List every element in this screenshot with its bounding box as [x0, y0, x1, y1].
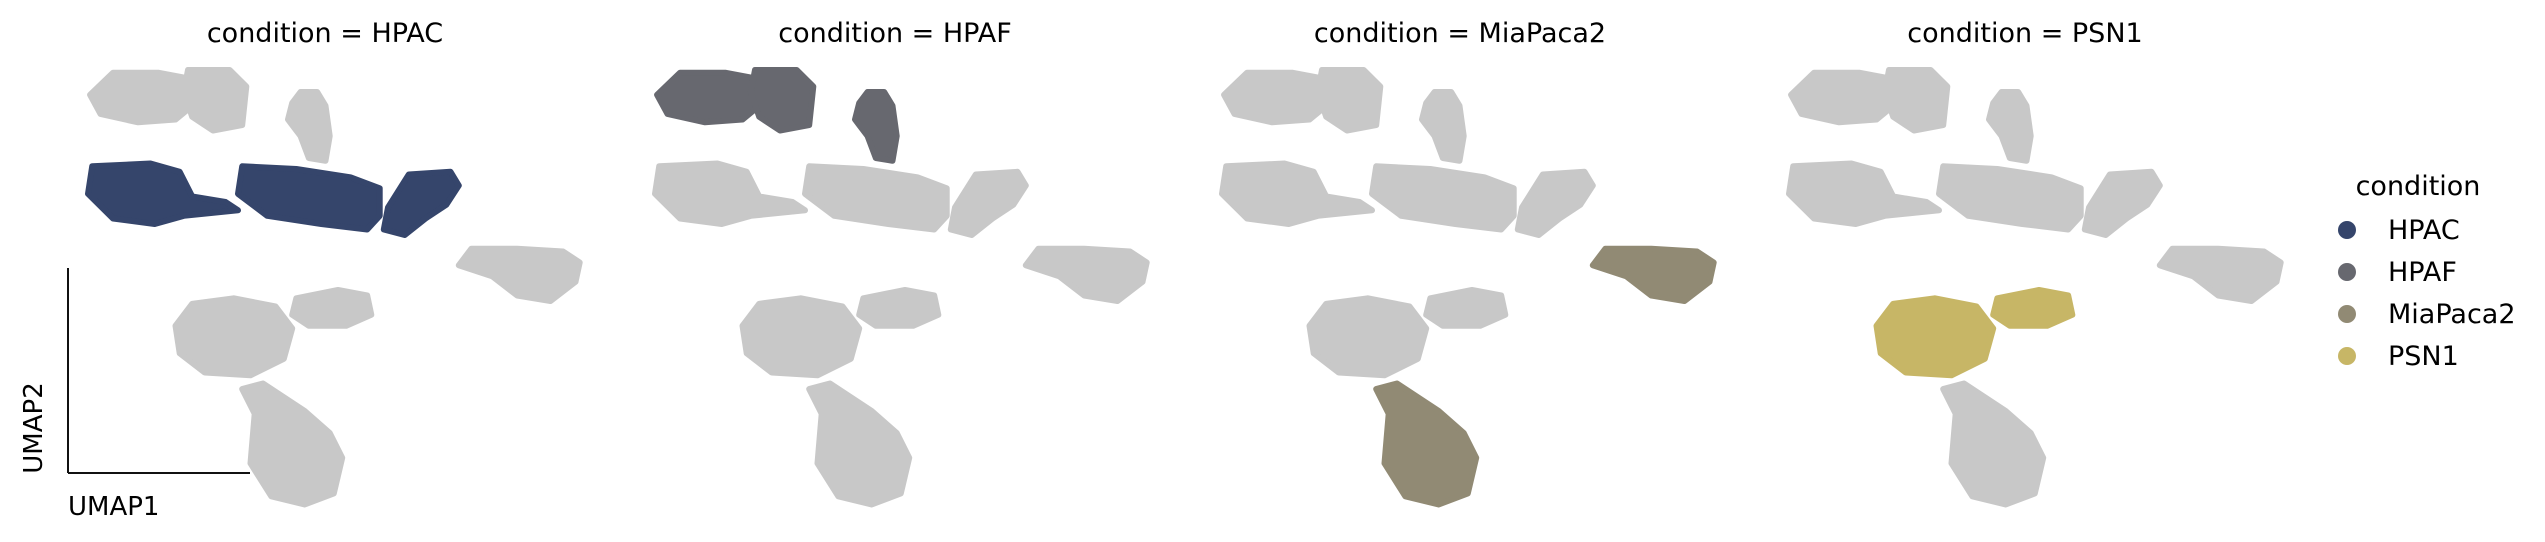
- cluster-c3-background: [1419, 89, 1467, 164]
- legend-marker-hpaf: [2338, 263, 2356, 281]
- legend-label-psn1: PSN1: [2388, 341, 2459, 372]
- cluster-c6-background: [2081, 168, 2163, 238]
- cluster-c7-background: [1022, 245, 1150, 304]
- cluster-c8-highlighted: [1873, 295, 1997, 379]
- cluster-c7-background: [2156, 245, 2284, 304]
- cluster-c10-background: [1940, 380, 2047, 508]
- cluster-c9-background: [1423, 287, 1509, 329]
- cluster-c1-highlighted: [654, 69, 763, 126]
- legend: condition HPAC HPAF MiaPaca2 PSN1: [2338, 171, 2516, 372]
- legend-marker-miapaca2: [2338, 305, 2356, 323]
- cluster-c4-background: [652, 160, 808, 227]
- cluster-c1-background: [1221, 69, 1330, 126]
- cluster-c4-highlighted: [85, 160, 241, 227]
- cluster-c6-highlighted: [380, 168, 462, 238]
- cluster-c1-background: [1788, 69, 1897, 126]
- y-axis-label: UMAP2: [19, 382, 49, 473]
- legend-marker-hpac: [2338, 221, 2356, 239]
- cluster-c10-highlighted: [1373, 380, 1480, 508]
- cluster-c1-background: [87, 69, 196, 126]
- panel-title: condition = MiaPaca2: [1314, 18, 1606, 49]
- legend-label-hpaf: HPAF: [2388, 257, 2457, 288]
- x-axis-label: UMAP1: [68, 492, 159, 522]
- legend-label-hpac: HPAC: [2388, 215, 2460, 246]
- cluster-c2-background: [1881, 67, 1951, 134]
- cluster-c5-highlighted: [235, 163, 383, 233]
- cluster-c4-background: [1219, 160, 1375, 227]
- cluster-c10-background: [239, 380, 346, 508]
- cluster-c3-background: [1986, 89, 2034, 164]
- panels: condition = HPAC condition = HPAF conditio…: [85, 18, 2284, 508]
- cluster-c5-background: [1936, 163, 2084, 233]
- axes-indicator: UMAP1 UMAP2: [19, 268, 250, 522]
- cluster-c5-background: [802, 163, 950, 233]
- legend-title: condition: [2356, 171, 2481, 202]
- panel-psn1: condition = PSN1: [1786, 18, 2284, 508]
- cluster-c8-background: [172, 295, 296, 379]
- cluster-c3-highlighted: [852, 89, 900, 164]
- cluster-c4-background: [1786, 160, 1942, 227]
- panel-hpaf: condition = HPAF: [652, 18, 1150, 508]
- cluster-c3-background: [285, 89, 333, 164]
- cluster-c10-background: [806, 380, 913, 508]
- cluster-c7-highlighted: [1589, 245, 1717, 304]
- cluster-c6-background: [1514, 168, 1596, 238]
- panel-title: condition = PSN1: [1907, 18, 2142, 49]
- cluster-c6-background: [947, 168, 1029, 238]
- legend-label-miapaca2: MiaPaca2: [2388, 299, 2516, 330]
- cluster-c9-background: [289, 287, 375, 329]
- cluster-c5-background: [1369, 163, 1517, 233]
- legend-marker-psn1: [2338, 347, 2356, 365]
- cluster-c2-background: [180, 67, 250, 134]
- panel-title: condition = HPAC: [207, 18, 443, 49]
- cluster-c8-background: [1306, 295, 1430, 379]
- cluster-c9-background: [856, 287, 942, 329]
- cluster-c7-background: [455, 245, 583, 304]
- cluster-c2-highlighted: [747, 67, 817, 134]
- cluster-c2-background: [1314, 67, 1384, 134]
- panel-title: condition = HPAF: [778, 18, 1011, 49]
- cluster-c9-highlighted: [1990, 287, 2076, 329]
- panel-hpac: condition = HPAC: [85, 18, 583, 508]
- cluster-c8-background: [739, 295, 863, 379]
- panel-miapaca2: condition = MiaPaca2: [1219, 18, 1717, 508]
